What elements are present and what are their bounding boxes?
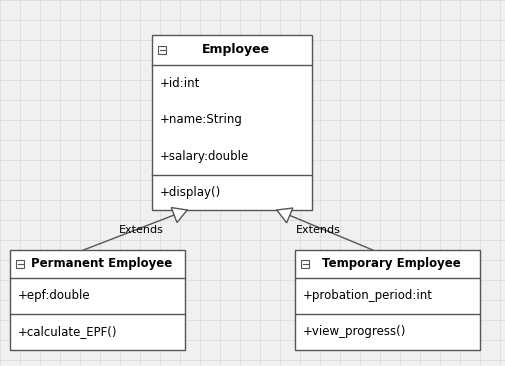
Bar (300, 260, 309, 268)
Text: +salary:double: +salary:double (160, 150, 249, 163)
Text: +name:String: +name:String (160, 113, 242, 127)
Polygon shape (171, 208, 187, 223)
Text: Employee: Employee (201, 44, 270, 56)
Text: +calculate_EPF(): +calculate_EPF() (18, 325, 117, 339)
Text: Temporary Employee: Temporary Employee (322, 258, 460, 270)
Text: Extends: Extends (296, 225, 340, 235)
Bar (152, 35, 312, 210)
Text: +display(): +display() (160, 186, 221, 199)
Text: Permanent Employee: Permanent Employee (31, 258, 172, 270)
Bar (10, 250, 185, 350)
Text: +probation_period:int: +probation_period:int (302, 290, 432, 303)
Text: Extends: Extends (119, 225, 164, 235)
Text: +epf:double: +epf:double (18, 290, 90, 303)
Text: +view_progress(): +view_progress() (302, 325, 406, 339)
Polygon shape (276, 208, 292, 223)
Text: +id:int: +id:int (160, 77, 200, 90)
Bar (16, 260, 24, 268)
Bar (158, 46, 166, 54)
Bar (294, 250, 479, 350)
